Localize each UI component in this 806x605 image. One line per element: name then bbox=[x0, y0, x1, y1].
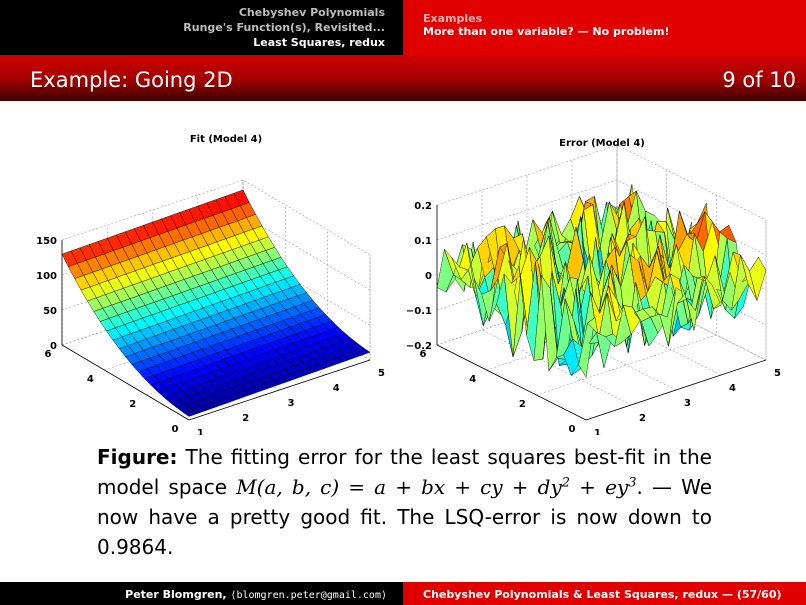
x-axis bbox=[585, 359, 767, 421]
nav-item-chebyshev[interactable]: Chebyshev Polynomials bbox=[238, 6, 385, 19]
footer-author-block: Peter Blomgren, ⟨blomgren.peter@gmail.co… bbox=[0, 582, 403, 605]
grid-line-y bbox=[104, 205, 286, 371]
surface-patch bbox=[354, 347, 371, 356]
y-tick-label: 2 bbox=[519, 399, 526, 410]
y-tick-label: 4 bbox=[87, 374, 94, 385]
x-tick-label: 2 bbox=[242, 413, 249, 424]
y-tick-label: 2 bbox=[129, 399, 136, 410]
y-axis bbox=[61, 344, 190, 421]
caption-text-1: The fitting error for the least squares … bbox=[97, 445, 712, 499]
y-tick-label: 0 bbox=[569, 424, 576, 435]
nav-item-runge[interactable]: Runge's Function(s), Revisited... bbox=[183, 21, 385, 34]
grid-line-z bbox=[436, 144, 767, 221]
nav-subsection-current[interactable]: More than one variable? — No problem! bbox=[423, 25, 670, 38]
nav-sections: Chebyshev Polynomials Runge's Function(s… bbox=[0, 0, 403, 55]
caption-label: Figure: bbox=[97, 445, 178, 469]
y-tick-label: 0 bbox=[172, 424, 179, 435]
surface-patch bbox=[436, 248, 454, 293]
error-surface-plot: 1 2 3 4 5 0 2 4 6−0.2 −0.1 0 0.1 0.2 Error (Model 4) bbox=[406, 138, 781, 435]
x-tick-label: 1 bbox=[197, 428, 204, 435]
x-tick-label: 4 bbox=[729, 383, 736, 394]
y-axis bbox=[436, 344, 587, 421]
z-tick-label: −0.2 bbox=[406, 341, 432, 352]
caption-sup-1: 2 bbox=[561, 475, 571, 491]
z-tick-label: 0.2 bbox=[414, 201, 432, 212]
x-tick-label: 5 bbox=[378, 368, 385, 379]
nav-section-examples[interactable]: Examples bbox=[423, 12, 483, 25]
z-tick-label: 0 bbox=[50, 341, 57, 352]
x-tick-label: 3 bbox=[288, 398, 295, 409]
frame-title: Example: Going 2D bbox=[30, 68, 233, 92]
frame-counter: 9 of 10 bbox=[722, 68, 796, 92]
z-tick-label: 50 bbox=[43, 306, 57, 317]
z-tick-label: 0 bbox=[425, 271, 432, 282]
nav-subsections: Examples More than one variable? — No pr… bbox=[403, 0, 806, 55]
y-tick-label: 4 bbox=[469, 374, 476, 385]
x-tick-label: 1 bbox=[594, 428, 601, 435]
caption-sup-2: 3 bbox=[628, 475, 637, 491]
footer-page-count: — (57/60) bbox=[721, 588, 782, 601]
grid-line-x bbox=[571, 160, 722, 376]
caption-math: M(a, b, c) = a + bx + cy + dy bbox=[236, 475, 562, 499]
x-tick-label: 4 bbox=[333, 383, 340, 394]
x-tick-label: 3 bbox=[684, 398, 691, 409]
y-tick-label: 6 bbox=[45, 349, 52, 360]
x-tick-label: 5 bbox=[774, 368, 781, 379]
z-tick-label: 100 bbox=[36, 271, 57, 282]
grid-line-y bbox=[536, 195, 717, 396]
x-axis bbox=[188, 359, 371, 421]
figure-caption: Figure: The fitting error for the least … bbox=[97, 442, 712, 562]
footer-email[interactable]: ⟨blomgren.peter@gmail.com⟩ bbox=[230, 590, 387, 601]
grid-line-y bbox=[146, 230, 328, 396]
y-tick-label: 6 bbox=[420, 349, 427, 360]
grid-line-x bbox=[481, 190, 632, 406]
grid-line-z bbox=[61, 179, 371, 256]
surface-patch bbox=[749, 256, 767, 302]
plot-title: Fit (Model 4) bbox=[190, 134, 262, 145]
grid-line-x bbox=[526, 175, 677, 391]
z-tick-label: 0.1 bbox=[414, 236, 432, 247]
x-tick-label: 2 bbox=[639, 413, 646, 424]
caption-text-2: . — We now have a pretty good fit. The L… bbox=[97, 475, 712, 559]
caption-math-2: + ey bbox=[570, 475, 629, 499]
z-tick-label: 150 bbox=[36, 236, 57, 247]
plot-title: Error (Model 4) bbox=[559, 138, 645, 149]
nav-item-least-squares[interactable]: Least Squares, redux bbox=[253, 36, 385, 49]
footer-author: Peter Blomgren, bbox=[125, 588, 227, 601]
footer-talk-block: Chebyshev Polynomials & Least Squares, r… bbox=[403, 582, 806, 605]
footer-talk-title: Chebyshev Polynomials & Least Squares, r… bbox=[423, 588, 719, 601]
header: Chebyshev Polynomials Runge's Function(s… bbox=[0, 0, 806, 55]
z-tick-label: −0.1 bbox=[406, 306, 432, 317]
frame-title-bar: Example: Going 2D 9 of 10 bbox=[0, 55, 806, 101]
footer: Peter Blomgren, ⟨blomgren.peter@gmail.co… bbox=[0, 582, 806, 605]
